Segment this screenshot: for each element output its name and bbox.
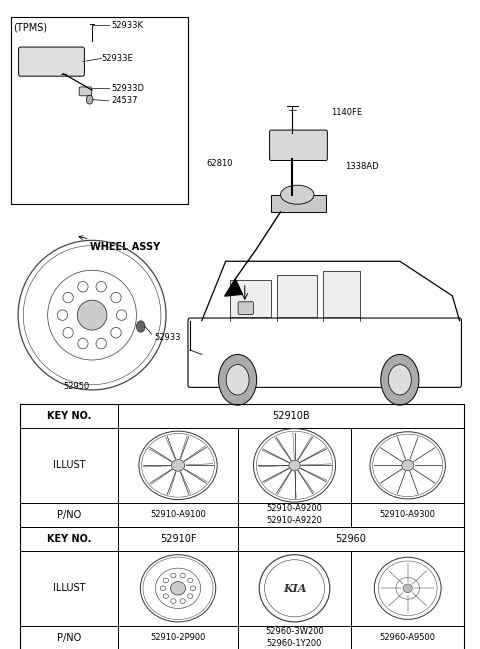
Text: ILLUST: ILLUST <box>53 460 85 471</box>
FancyBboxPatch shape <box>79 87 92 96</box>
Text: 52910-A9200
52910-A9220: 52910-A9200 52910-A9220 <box>266 504 323 525</box>
Text: 52950: 52950 <box>63 382 90 391</box>
Ellipse shape <box>77 300 107 330</box>
Bar <box>230 280 271 317</box>
Text: 52960-3W200
52960-1Y200: 52960-3W200 52960-1Y200 <box>265 628 324 648</box>
Ellipse shape <box>171 459 185 471</box>
Text: 62810: 62810 <box>206 158 233 167</box>
Text: 52910-A9100: 52910-A9100 <box>150 510 206 519</box>
Text: P/NO: P/NO <box>57 509 82 520</box>
Text: WHEEL ASSY: WHEEL ASSY <box>79 236 160 252</box>
Text: 52960-A9500: 52960-A9500 <box>380 633 436 643</box>
Text: 24537: 24537 <box>111 97 138 105</box>
Text: 52910-A9300: 52910-A9300 <box>380 510 436 519</box>
Circle shape <box>226 365 249 395</box>
Text: 52933E: 52933E <box>102 54 133 63</box>
Ellipse shape <box>289 460 300 471</box>
Circle shape <box>388 365 411 395</box>
Text: 1140FE: 1140FE <box>331 108 362 117</box>
Text: (TPMS): (TPMS) <box>13 22 48 32</box>
Text: 52933D: 52933D <box>111 84 144 93</box>
Ellipse shape <box>281 185 314 204</box>
Text: KIA: KIA <box>283 583 306 594</box>
Ellipse shape <box>403 584 412 593</box>
Text: 52933K: 52933K <box>111 21 143 30</box>
FancyBboxPatch shape <box>270 130 327 160</box>
FancyBboxPatch shape <box>19 47 84 76</box>
Circle shape <box>218 354 257 405</box>
Text: 52933: 52933 <box>154 333 180 342</box>
Text: 52910B: 52910B <box>272 411 310 421</box>
Text: 52960: 52960 <box>336 534 367 544</box>
FancyBboxPatch shape <box>238 302 253 315</box>
Text: KEY NO.: KEY NO. <box>47 534 92 544</box>
Text: 1338AD: 1338AD <box>345 162 379 171</box>
Circle shape <box>86 95 93 104</box>
Bar <box>271 195 326 212</box>
Polygon shape <box>225 279 242 296</box>
Text: KEY NO.: KEY NO. <box>47 411 92 421</box>
Text: 52910F: 52910F <box>160 534 196 544</box>
Bar <box>277 275 317 317</box>
Bar <box>323 271 360 317</box>
Text: 52910-2P900: 52910-2P900 <box>150 633 206 643</box>
Text: ILLUST: ILLUST <box>53 583 85 593</box>
Text: P/NO: P/NO <box>57 633 82 643</box>
Bar <box>11 18 188 204</box>
Circle shape <box>381 354 419 405</box>
FancyBboxPatch shape <box>188 318 461 387</box>
Circle shape <box>136 321 145 332</box>
Ellipse shape <box>170 582 186 595</box>
Ellipse shape <box>402 460 414 471</box>
